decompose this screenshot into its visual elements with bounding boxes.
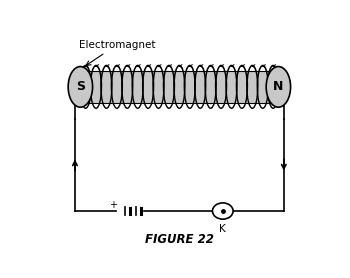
Text: FIGURE 22: FIGURE 22 (145, 233, 214, 246)
Bar (80, 71, 278, 103)
Ellipse shape (68, 66, 92, 107)
Text: S: S (76, 80, 85, 93)
Text: K: K (219, 224, 226, 234)
Ellipse shape (266, 66, 290, 107)
Text: N: N (273, 80, 284, 93)
Text: Electromagnet: Electromagnet (79, 40, 155, 65)
Text: +: + (109, 200, 117, 210)
Circle shape (212, 203, 233, 219)
